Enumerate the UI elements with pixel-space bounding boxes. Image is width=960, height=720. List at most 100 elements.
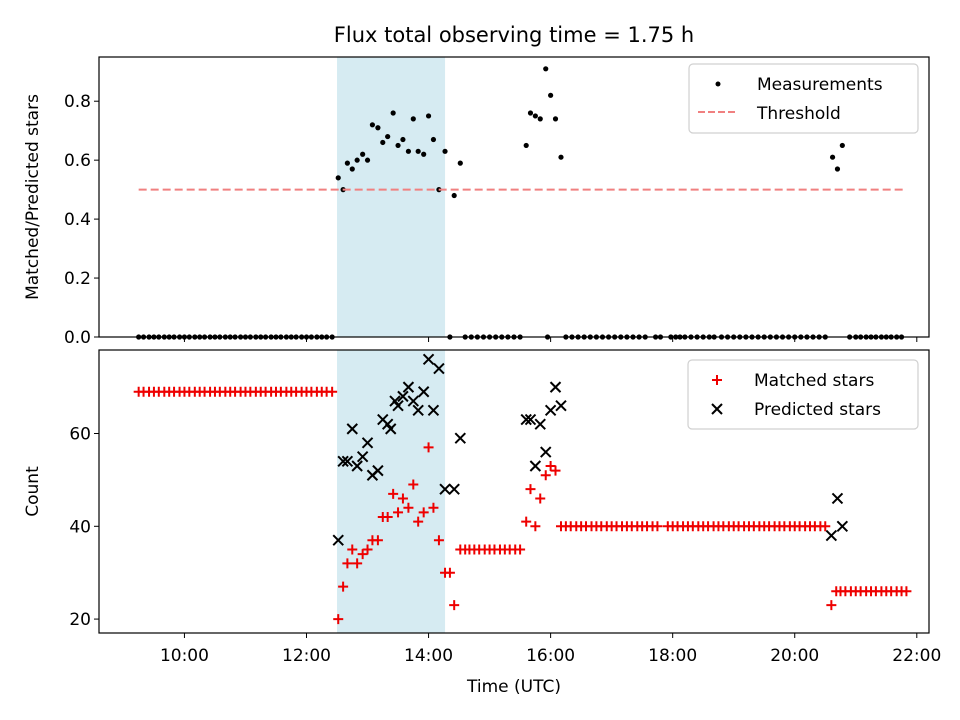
matched-star-point [393, 507, 404, 518]
predicted-star-point [454, 432, 467, 444]
matched-star-point [545, 460, 556, 471]
matched-star-point [521, 516, 532, 527]
x-axis-label: Time (UTC) [466, 677, 561, 697]
matched-star-point [327, 386, 338, 397]
x-tick-label: 16:00 [526, 646, 575, 666]
ratio-y-ticks: 0.0 0.2 0.4 0.6 0.8 [64, 92, 99, 348]
count-plot-frame [98, 349, 930, 634]
y-tick-label: 0.2 [64, 269, 91, 289]
legend-matched-marker [712, 375, 722, 385]
x-tick-label: 10:00 [160, 646, 209, 666]
measurement-point [410, 116, 416, 122]
matched-star-point [382, 512, 393, 523]
predicted-star-point [407, 395, 420, 407]
measurement-point [400, 136, 406, 143]
measurement-point [442, 148, 448, 154]
count-x-ticks: 10:00 12:00 14:00 16:00 18:00 20:00 22:00 [160, 633, 941, 666]
measurement-point [354, 157, 360, 163]
predicted-star-point [351, 460, 363, 472]
measurement-point [344, 160, 350, 166]
measurement-point [415, 148, 421, 154]
legend-threshold: Threshold [756, 104, 841, 124]
matched-star-point [535, 493, 546, 504]
count-y-ticks: 20 40 60 [69, 425, 99, 630]
y-tick-label: 20 [69, 610, 91, 630]
measurement-point [360, 151, 366, 157]
matched-star-point [652, 521, 663, 532]
matched-star-point [408, 479, 419, 490]
measurement-point [532, 113, 538, 119]
measurement-point [405, 148, 412, 154]
matched-star-point [418, 507, 429, 518]
measurement-point [457, 160, 463, 166]
matched-star-point [449, 600, 460, 611]
predicted-star-point [361, 437, 374, 449]
matched-star-point [397, 493, 408, 504]
matched-star-point [433, 535, 444, 546]
legend-predicted-marker [711, 403, 723, 415]
measurement-point [558, 154, 564, 160]
predicted-star-point [825, 529, 838, 542]
x-tick-label: 18:00 [648, 646, 697, 666]
measurement-point [834, 166, 841, 172]
matched-star-point [403, 502, 414, 513]
measurement-point [552, 116, 559, 122]
predicted-star-point [544, 404, 557, 417]
measurement-point [421, 151, 427, 157]
measurement-point [425, 113, 432, 119]
y-tick-label: 0.0 [64, 328, 91, 348]
predicted-star-point [392, 399, 404, 412]
count-marks [133, 353, 912, 625]
predicted-star-point [402, 381, 415, 393]
predicted-star-point [397, 390, 409, 403]
x-tick-label: 20:00 [770, 646, 819, 666]
matched-star-point [338, 581, 349, 592]
chart-title: Flux total observing time = 1.75 h [334, 23, 694, 47]
predicted-star-point [555, 399, 567, 412]
predicted-star-point [534, 418, 546, 430]
matched-star-point [428, 502, 439, 513]
predicted-star-point [524, 413, 537, 426]
measurement-point [335, 175, 341, 181]
matched-star-point [423, 442, 434, 453]
predicted-star-point [356, 450, 369, 463]
measurement-point [375, 125, 381, 131]
predicted-star-point [337, 455, 349, 468]
measurement-point [537, 116, 543, 122]
legend-measurement-marker [715, 81, 721, 87]
legend-measurements: Measurements [757, 75, 883, 95]
predicted-star-point [346, 423, 358, 435]
matched-star-point [357, 549, 368, 560]
predicted-star-point [385, 423, 397, 435]
x-tick-label: 14:00 [404, 646, 453, 666]
matched-star-point [372, 535, 383, 546]
matched-star-point [352, 558, 363, 569]
predicted-star-point [540, 446, 552, 458]
matched-star-point [530, 521, 541, 532]
predicted-star-point [836, 520, 849, 533]
matched-star-point [347, 544, 358, 555]
measurement-point [390, 110, 396, 116]
y-tick-label: 0.8 [64, 92, 91, 112]
measurement-point [430, 136, 437, 143]
matched-star-point [333, 614, 344, 625]
matched-star-point [525, 484, 536, 495]
y-tick-label: 0.6 [64, 151, 91, 171]
matched-star-point [413, 516, 424, 527]
ratio-panel: 0.00.20.40.60.8 Matched/Predicted stars … [23, 56, 930, 348]
predicted-star-point [332, 534, 344, 546]
predicted-star-point [433, 362, 445, 375]
count-legend: Matched stars Predicted stars [687, 359, 919, 430]
predicted-star-point [529, 460, 542, 472]
measurement-point [829, 154, 836, 160]
matched-star-point [820, 521, 831, 532]
y-tick-label: 60 [69, 425, 91, 445]
legend-matched-stars: Matched stars [754, 371, 874, 391]
matched-star-point [540, 470, 551, 481]
ratio-y-axis-label: Matched/Predicted stars [23, 94, 43, 300]
matched-star-point [444, 567, 455, 578]
legend-predicted-stars: Predicted stars [754, 400, 881, 420]
measurement-point [527, 110, 534, 116]
predicted-star-point [427, 404, 440, 417]
ratio-plot-frame [98, 56, 930, 338]
